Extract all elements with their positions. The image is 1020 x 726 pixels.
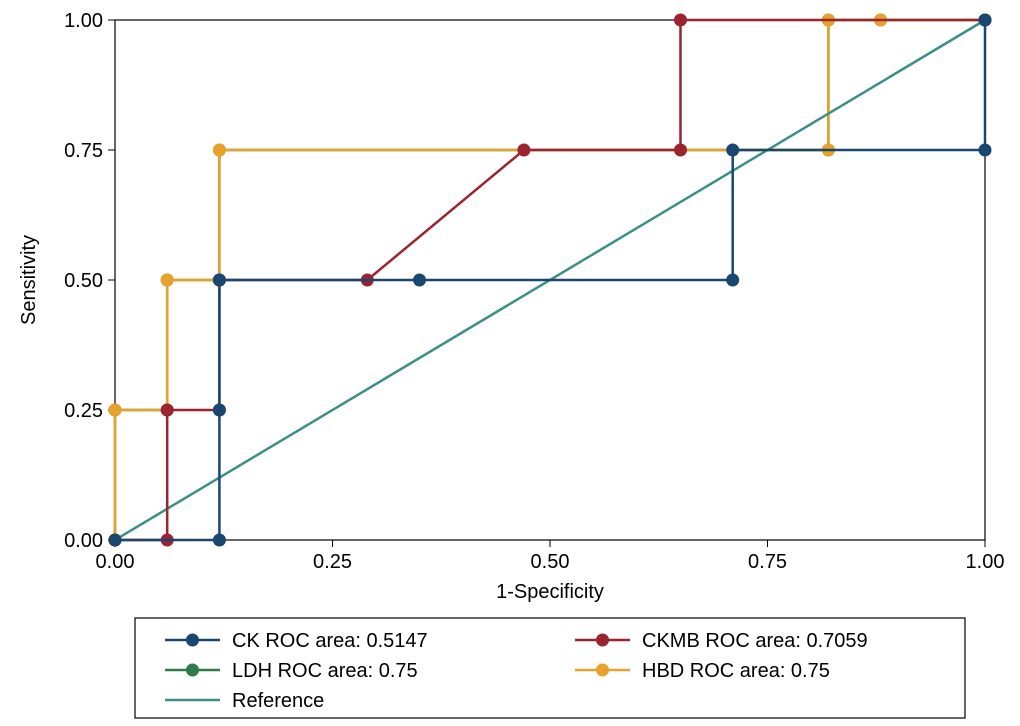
- legend-label-hbd: HBD ROC area: 0.75: [642, 660, 830, 682]
- legend-swatch-marker-ckmb: [596, 634, 609, 647]
- series-marker-ck: [979, 14, 992, 27]
- series-marker-ck: [726, 274, 739, 287]
- series-marker-ckmb: [517, 144, 530, 157]
- y-tick-label: 0.50: [64, 270, 103, 292]
- y-tick-label: 1.00: [64, 10, 103, 32]
- legend-swatch-marker-ck: [186, 634, 199, 647]
- y-tick-label: 0.00: [64, 530, 103, 552]
- y-tick-label: 0.25: [64, 400, 103, 422]
- roc-chart-container: 0.00 0.25 0.50 0.75 1.00 0.00 0.25 0.50 0.75 1.00…: [0, 0, 1020, 726]
- series-marker-ck: [213, 274, 226, 287]
- legend-swatch-marker-hbd: [596, 664, 609, 677]
- legend-swatch-marker-ldh: [186, 664, 199, 677]
- series-marker-ck: [109, 534, 122, 547]
- legend-label-reference: Reference: [232, 690, 324, 712]
- series-marker-hbd: [213, 144, 226, 157]
- legend: CK ROC area: 0.5147 CKMB ROC area: 0.7059…: [135, 618, 965, 718]
- series-marker-ckmb: [161, 404, 174, 417]
- roc-chart-svg: 0.00 0.25 0.50 0.75 1.00 0.00 0.25 0.50 0.75 1.00…: [0, 0, 1020, 726]
- x-tick-label: 0.00: [96, 551, 135, 573]
- series-marker-hbd: [161, 274, 174, 287]
- legend-label-ck: CK ROC area: 0.5147: [232, 630, 428, 652]
- legend-label-ckmb: CKMB ROC area: 0.7059: [642, 630, 868, 652]
- legend-label-ldh: LDH ROC area: 0.75: [232, 660, 418, 682]
- series-marker-hbd: [109, 404, 122, 417]
- x-tick-label: 1.00: [966, 551, 1005, 573]
- series-marker-ck: [413, 274, 426, 287]
- x-tick-label: 0.25: [313, 551, 352, 573]
- series-marker-ck: [213, 534, 226, 547]
- series-marker-ck: [726, 144, 739, 157]
- series-marker-ckmb: [674, 144, 687, 157]
- x-axis-label: 1-Specificity: [496, 581, 604, 603]
- series-marker-ckmb: [674, 14, 687, 27]
- series-marker-ck: [213, 404, 226, 417]
- x-tick-label: 0.50: [531, 551, 570, 573]
- x-tick-label: 0.75: [748, 551, 787, 573]
- y-axis-label: Sensitivity: [18, 235, 40, 325]
- series-marker-ck: [979, 144, 992, 157]
- y-tick-label: 0.75: [64, 140, 103, 162]
